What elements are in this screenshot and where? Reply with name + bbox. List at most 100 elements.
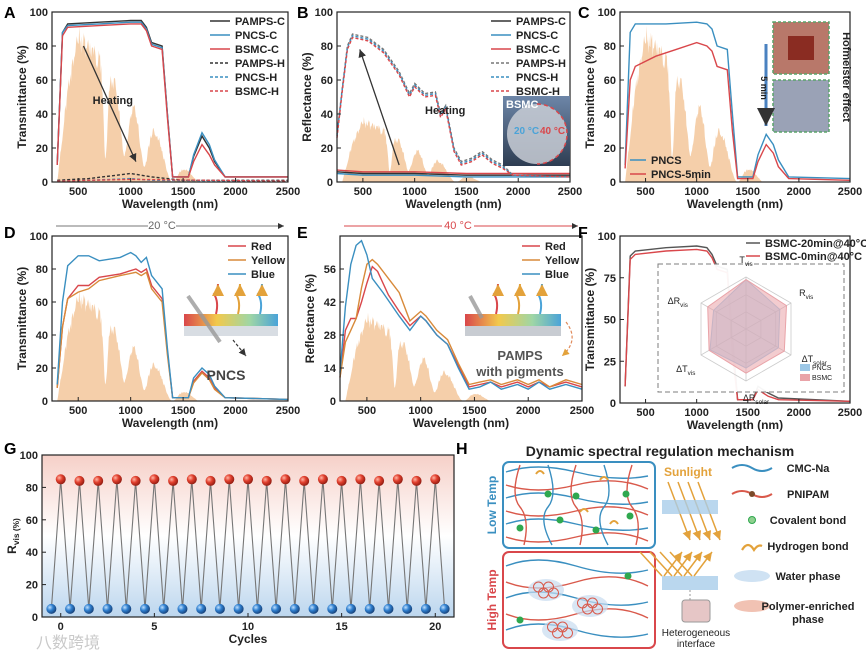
interface-label-2: interface xyxy=(677,639,716,650)
b-heating-arrow xyxy=(358,49,400,166)
f-radar-legend-label-0: PNCS xyxy=(812,365,832,372)
g-x-axis-label: Cycles xyxy=(229,632,268,646)
h-sun-ray-high-1 xyxy=(673,551,693,577)
b-legend-label-1: PNCS-C xyxy=(516,30,558,42)
e-inset-substrate xyxy=(465,326,561,336)
g-point-high-6 xyxy=(168,475,179,486)
f-x-tick-label-2: 1500 xyxy=(736,407,760,419)
e-inset-film xyxy=(465,314,561,326)
h-sun-ray-incident-2 xyxy=(659,551,683,577)
b-y-tick-label-2: 40 xyxy=(321,109,333,121)
b-inset-hot-temp: 40 °C xyxy=(540,126,565,137)
d-y-tick-label-0: 0 xyxy=(42,396,48,408)
watermark: 八数跨境 xyxy=(36,633,100,652)
g-point-low-20 xyxy=(420,603,431,614)
c-y-axis-label: Transmittance (%) xyxy=(583,45,597,148)
d-inset-substrate xyxy=(184,326,278,336)
d-x-axis-label: Wavelength (nm) xyxy=(122,416,218,430)
f-radar-legend-swatch-1 xyxy=(800,374,810,381)
a-y-axis-label: Transmittance (%) xyxy=(15,45,29,148)
d-series-line-blue xyxy=(56,251,289,401)
e-inset-ray-1 xyxy=(513,283,526,315)
g-x-tick-label-1: 5 xyxy=(151,621,157,633)
g-point-low-1 xyxy=(65,603,76,614)
b-solar-spectrum-area xyxy=(342,117,570,182)
c-y-tick-label-3: 60 xyxy=(604,75,616,87)
a-heating-annotation: Heating xyxy=(93,95,133,107)
f-x-tick-label-3: 2000 xyxy=(787,407,811,419)
e-x-axis-label: Wavelength (nm) xyxy=(413,416,509,430)
interface-label-1: Heterogeneous xyxy=(662,628,730,639)
panel-d: 500 1000 1500 2000 2500 0 20 40 60 80 100 Wavelengt… xyxy=(15,219,300,430)
h-legend-hydrogen-swatch xyxy=(741,543,763,553)
f-radar-axis-label-0: Tvis xyxy=(739,255,752,268)
b-y-axis-label: Reflectance (%) xyxy=(300,52,314,141)
d-plot-frame xyxy=(51,235,289,402)
g-point-high-8 xyxy=(205,475,216,486)
e-inset-ray-2 xyxy=(535,283,548,315)
d-y-axis-label: Transmittance (%) xyxy=(15,267,29,370)
c-solar-spectrum-area xyxy=(625,26,850,182)
h-legend-water-swatch xyxy=(734,570,770,582)
h-sun-ray-high-2 xyxy=(683,551,703,577)
h-low-hbond-1 xyxy=(599,476,609,481)
a-y-tick-label-4: 80 xyxy=(36,41,48,53)
e-solar-spectrum-area xyxy=(345,312,582,401)
h-low-cross-3 xyxy=(599,464,610,546)
e-inset-incident-beam xyxy=(468,295,484,319)
g-point-low-19 xyxy=(402,603,413,614)
e-title: 40 °C xyxy=(444,220,472,232)
h-low-covalent-0 xyxy=(544,490,552,498)
e-y-tick-label-1: 14 xyxy=(324,363,337,375)
panel-letter-a: A xyxy=(4,5,16,22)
b-series-line-pamps-h xyxy=(336,33,571,178)
h-legend-covalent-swatch xyxy=(748,516,756,524)
d-series-line-red xyxy=(56,267,289,401)
f-radar-axis-label-1: Rvis xyxy=(799,288,813,301)
f-radar-area-bsmc xyxy=(707,278,788,374)
g-point-low-16 xyxy=(346,603,356,614)
b-series-line-bsmc-h xyxy=(336,36,571,178)
h-high-film xyxy=(662,576,718,590)
g-point-low-12 xyxy=(271,603,282,614)
g-point-low-7 xyxy=(177,603,188,614)
h-low-cross-4 xyxy=(626,464,639,546)
g-point-high-18 xyxy=(392,474,403,485)
c-x-tick-label-4: 2500 xyxy=(838,186,862,198)
f-y-tick-label-0: 0 xyxy=(610,398,616,410)
g-y-tick-label-1: 20 xyxy=(26,580,38,592)
d-x-tick-label-4: 2500 xyxy=(276,405,300,417)
g-point-low-13 xyxy=(289,603,300,614)
a-legend-label-3: PAMPS-H xyxy=(235,58,285,70)
panel-c: 500 1000 1500 2000 2500 0 20 40 60 80 100 Wavelengt… xyxy=(583,7,862,211)
b-legend-label-5: BSMC-H xyxy=(516,86,560,98)
g-point-low-18 xyxy=(383,603,394,614)
h-legend-label-cmc: CMC-Na xyxy=(787,463,831,475)
d-title: 20 °C xyxy=(148,220,176,232)
f-x-tick-label-0: 500 xyxy=(636,407,654,419)
e-x-tick-label-2: 1500 xyxy=(462,405,486,417)
c-series-line-pncs xyxy=(624,21,851,180)
e-x-tick-label-3: 2000 xyxy=(516,405,540,417)
g-y-tick-label-2: 40 xyxy=(26,547,38,559)
b-x-axis-label: Wavelength (nm) xyxy=(405,197,501,211)
h-legend-pnipam-dot xyxy=(749,491,755,497)
panel-a: 500 1000 1500 2000 2500 0 20 40 60 80 100 Wavelengt… xyxy=(15,7,300,211)
h-low-covalent-3 xyxy=(516,524,524,532)
h-high-chain-3 xyxy=(505,608,649,621)
d-x-tick-label-1: 1000 xyxy=(118,405,142,417)
h-legend-label-water: Water phase xyxy=(775,571,840,583)
g-point-low-15 xyxy=(327,603,338,614)
panel-letter-b: B xyxy=(297,5,309,22)
g-point-high-13 xyxy=(299,475,310,486)
h-sun-ray-incident-3 xyxy=(669,551,693,577)
h-high-covalent-0 xyxy=(624,572,632,580)
e-series-line-yellow xyxy=(339,258,583,388)
b-legend-label-0: PAMPS-C xyxy=(516,16,566,28)
d-inset-arrow xyxy=(232,339,247,357)
g-point-high-5 xyxy=(149,474,160,485)
mechanism-legend: CMC-Na PNIPAM Covalent bond Hydrogen bond Wa… xyxy=(731,463,854,626)
a-legend-label-5: BSMC-H xyxy=(235,86,279,98)
d-legend-label-0: Red xyxy=(251,241,272,253)
